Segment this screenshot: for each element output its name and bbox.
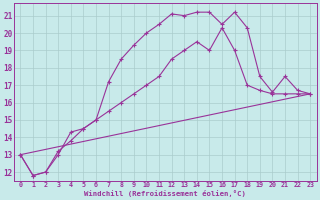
X-axis label: Windchill (Refroidissement éolien,°C): Windchill (Refroidissement éolien,°C): [84, 190, 246, 197]
